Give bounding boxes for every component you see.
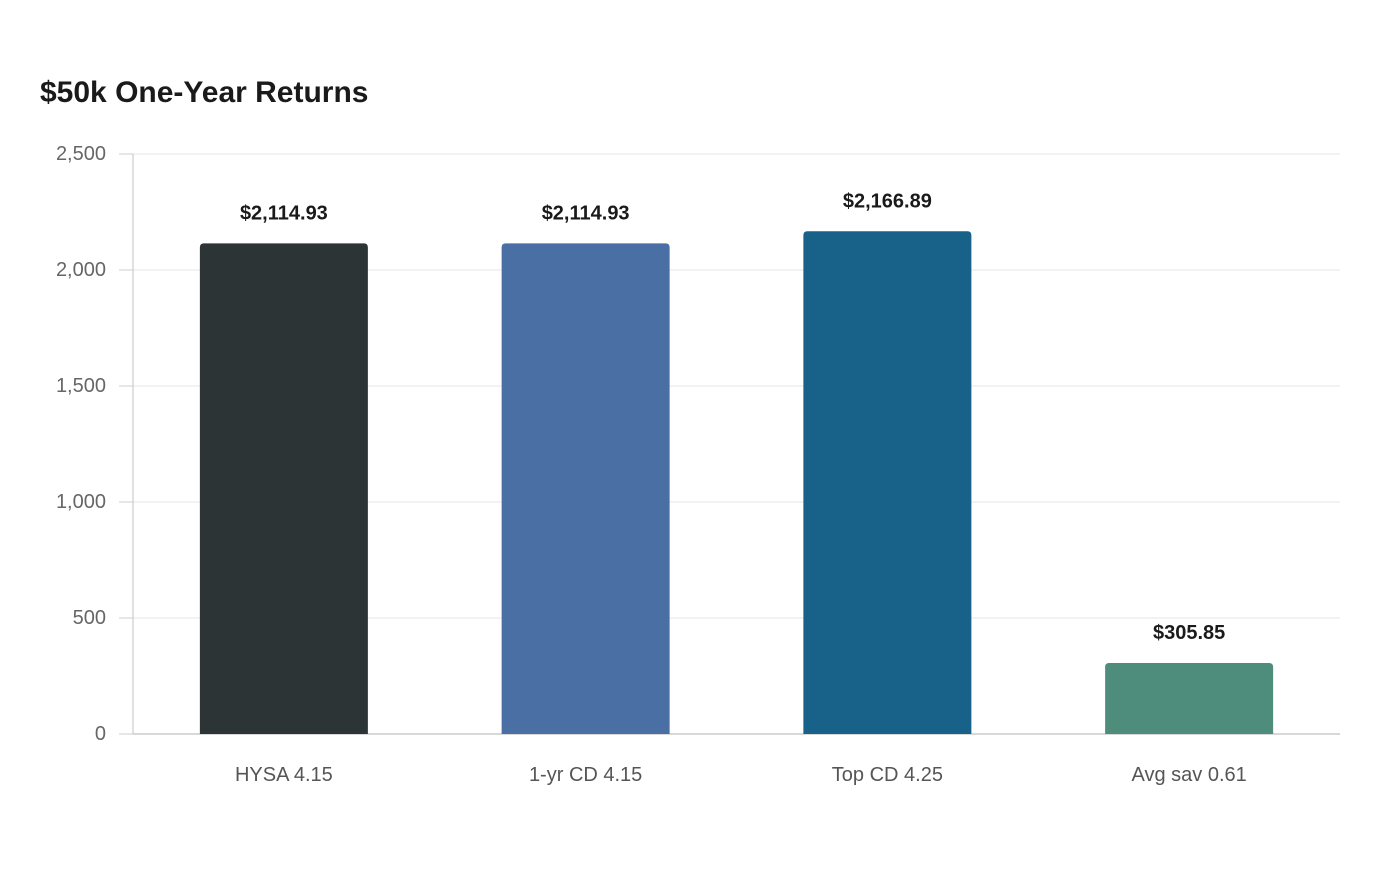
x-category-label: Top CD 4.25 [832, 764, 943, 786]
y-tick-labels: 0 500 1,000 1,500 2,000 2,500 [56, 143, 106, 745]
x-category-label: HYSA 4.15 [235, 764, 333, 786]
bar-4 [1105, 663, 1274, 734]
x-category-label: Avg sav 0.61 [1131, 764, 1246, 786]
y-tick-label: 0 [95, 723, 106, 745]
x-category-label: 1-yr CD 4.15 [529, 764, 642, 786]
bar-value-label: $2,166.89 [843, 190, 932, 212]
value-labels: $2,114.93 $2,114.93 $2,166.89 $305.85 [240, 190, 1225, 644]
y-tick-label: 1,500 [56, 375, 106, 397]
chart-title: $50k One-Year Returns [40, 76, 369, 109]
bars [199, 231, 1274, 734]
bar-value-label: $2,114.93 [542, 202, 630, 224]
bar-3 [803, 231, 972, 734]
category-labels: HYSA 4.15 1-yr CD 4.15 Top CD 4.25 Avg sav … [235, 764, 1247, 786]
bar-value-label: $2,114.93 [240, 202, 328, 224]
y-tick-label: 500 [73, 607, 106, 629]
bar-1 [199, 243, 368, 734]
y-tick-label: 2,500 [56, 143, 106, 165]
y-tick-label: 1,000 [56, 491, 106, 513]
bar-value-label: $305.85 [1153, 622, 1225, 644]
y-tick-label: 2,000 [56, 259, 106, 281]
bar-2 [501, 243, 670, 734]
